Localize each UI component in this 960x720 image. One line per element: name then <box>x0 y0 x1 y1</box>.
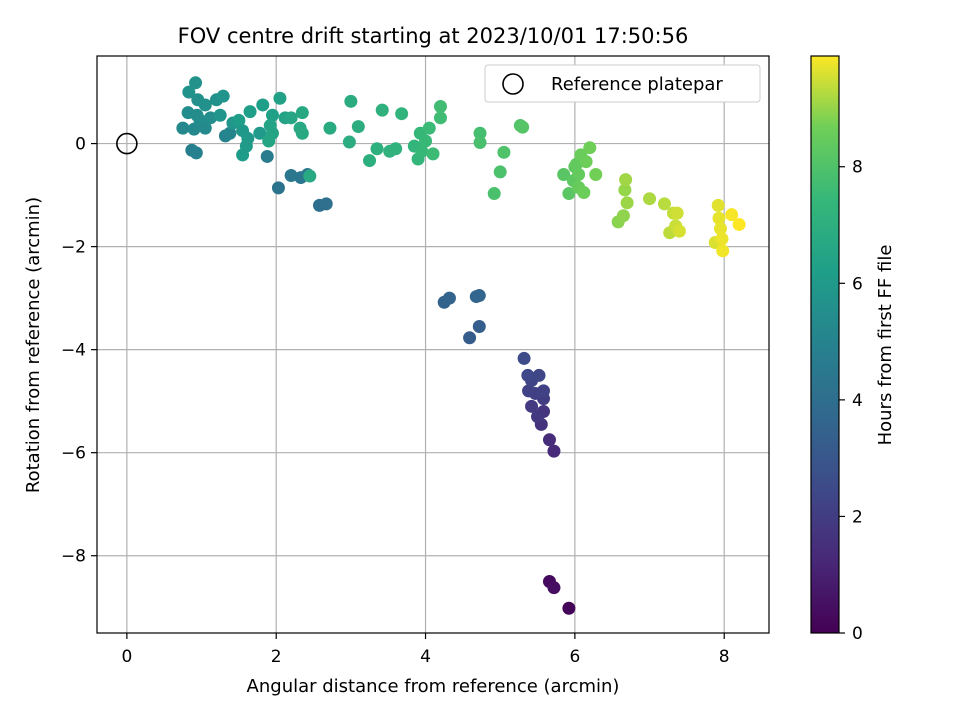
data-point <box>244 105 257 118</box>
data-point <box>580 155 593 168</box>
data-point <box>232 114 245 127</box>
x-axis-ticks: 0 2 4 6 8 <box>121 633 729 667</box>
data-point <box>389 142 402 155</box>
data-point <box>619 173 632 186</box>
data-point <box>547 445 560 458</box>
data-point <box>577 186 590 199</box>
y-tick-label: −8 <box>61 547 86 567</box>
colorbar-tick-label: 4 <box>852 391 863 411</box>
colorbar-ticks: 0 2 4 6 8 <box>839 158 863 644</box>
data-point <box>371 142 384 155</box>
y-tick-label: −6 <box>61 444 86 464</box>
data-point <box>199 98 212 111</box>
data-point <box>296 127 309 140</box>
data-point <box>427 147 440 160</box>
data-point <box>273 92 286 105</box>
colorbar-tick-label: 2 <box>852 507 863 527</box>
data-point <box>419 135 432 148</box>
chart-title: FOV centre drift starting at 2023/10/01 … <box>178 24 689 48</box>
data-point <box>236 148 249 161</box>
data-point <box>395 107 408 120</box>
data-point <box>376 104 389 117</box>
data-point <box>285 111 298 124</box>
data-point <box>617 209 630 222</box>
data-point <box>521 369 534 382</box>
data-point <box>589 168 602 181</box>
colorbar: 0 2 4 6 8 Hours from first FF file <box>811 56 896 644</box>
data-point <box>643 192 656 205</box>
data-point <box>423 122 436 135</box>
data-point <box>583 141 596 154</box>
data-point <box>182 86 195 99</box>
colorbar-gradient <box>811 56 839 633</box>
data-point <box>261 150 274 163</box>
data-point <box>543 433 556 446</box>
data-point <box>320 197 333 210</box>
data-point <box>296 106 309 119</box>
data-point <box>525 400 538 413</box>
legend-label: Reference platepar <box>551 74 723 95</box>
colorbar-tick-label: 6 <box>852 274 863 294</box>
data-point <box>191 109 204 122</box>
data-point <box>303 170 316 183</box>
data-point <box>262 135 275 148</box>
data-point <box>434 100 447 113</box>
data-point <box>533 369 546 382</box>
data-point <box>434 111 447 124</box>
data-point <box>621 196 634 209</box>
data-point <box>217 90 230 103</box>
x-tick-label: 6 <box>569 647 580 667</box>
legend: Reference platepar <box>485 65 760 102</box>
data-point <box>190 146 203 159</box>
plot-area <box>97 56 769 633</box>
data-point <box>323 122 336 135</box>
data-point <box>285 169 298 182</box>
data-point <box>463 331 476 344</box>
data-point <box>671 207 684 220</box>
data-point <box>715 232 728 245</box>
data-point <box>518 352 531 365</box>
data-point <box>443 292 456 305</box>
y-tick-label: −4 <box>61 341 86 361</box>
data-point <box>214 109 227 122</box>
data-point <box>344 95 357 108</box>
data-point <box>473 320 486 333</box>
y-axis-label: Rotation from reference (arcmin) <box>23 197 44 493</box>
data-point <box>473 289 486 302</box>
data-point <box>488 187 501 200</box>
y-tick-label: −2 <box>61 238 86 258</box>
colorbar-tick-label: 8 <box>852 158 863 178</box>
x-tick-label: 2 <box>271 647 282 667</box>
data-point <box>256 98 269 111</box>
x-tick-label: 4 <box>420 647 431 667</box>
data-point <box>562 602 575 615</box>
data-point <box>716 244 729 257</box>
data-point <box>352 120 365 133</box>
colorbar-label: Hours from first FF file <box>875 245 896 446</box>
data-point <box>494 165 507 178</box>
colorbar-tick-label: 0 <box>852 624 863 644</box>
data-point <box>343 136 356 149</box>
x-tick-label: 0 <box>121 647 132 667</box>
y-axis-ticks: −8 −6 −4 −2 0 <box>61 135 97 567</box>
data-point <box>673 225 686 238</box>
data-point <box>497 146 510 159</box>
data-point <box>272 181 285 194</box>
x-axis-label: Angular distance from reference (arcmin) <box>247 676 620 697</box>
data-point <box>363 154 376 167</box>
data-point <box>547 581 560 594</box>
x-tick-label: 8 <box>719 647 730 667</box>
data-point <box>712 199 725 212</box>
data-point <box>572 168 585 181</box>
data-point <box>733 218 746 231</box>
data-point <box>176 122 189 135</box>
data-point <box>537 384 550 397</box>
data-point <box>516 121 529 134</box>
data-point <box>474 136 487 149</box>
y-tick-label: 0 <box>75 135 86 155</box>
